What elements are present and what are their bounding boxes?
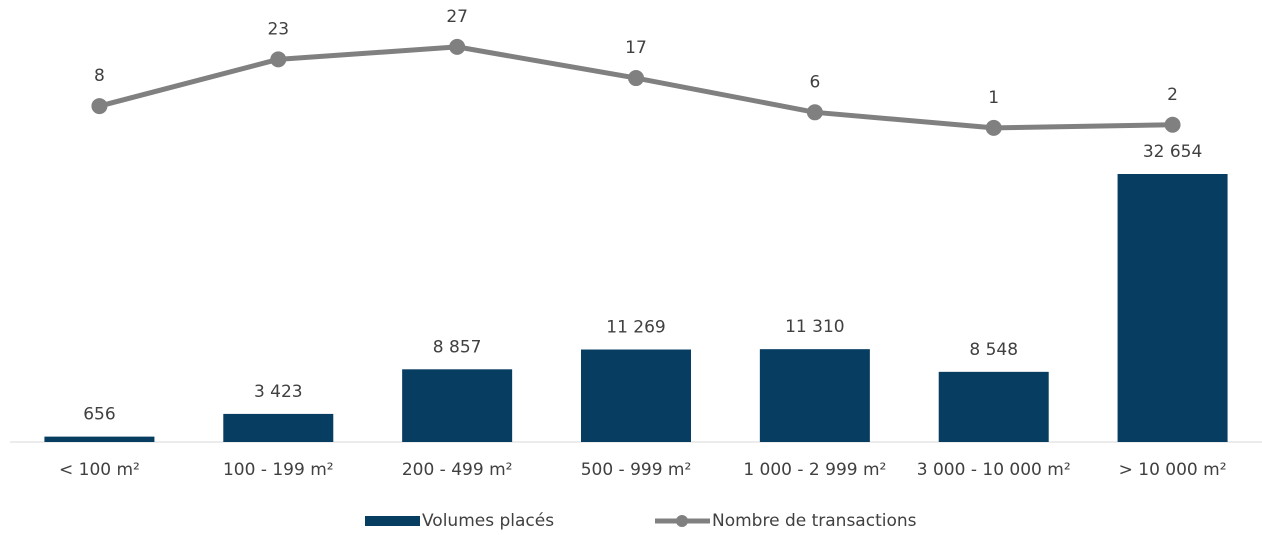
line-point [91, 98, 108, 115]
x-tick-label: 200 - 499 m² [402, 460, 513, 480]
data-label: 17 [625, 38, 647, 58]
data-label: 11 310 [785, 317, 844, 337]
line-point [1164, 116, 1181, 133]
data-label: 2 [1167, 85, 1178, 105]
bar [759, 349, 870, 442]
x-tick-label: 1 000 - 2 999 m² [743, 460, 886, 480]
x-tick-label: 500 - 999 m² [581, 460, 692, 480]
x-tick-label: < 100 m² [59, 460, 140, 480]
data-label: 656 [83, 405, 115, 425]
x-tick-label: 3 000 - 10 000 m² [917, 460, 1071, 480]
bar [938, 371, 1049, 442]
bar [223, 413, 334, 442]
data-label: 8 548 [969, 340, 1018, 360]
line-point [628, 70, 644, 87]
line-point [449, 38, 466, 55]
data-label: 32 654 [1143, 142, 1202, 162]
data-label: 6 [809, 72, 820, 92]
bar [402, 369, 513, 442]
x-tick-label: 100 - 199 m² [223, 460, 334, 480]
x-tick-label: > 10 000 m² [1119, 460, 1227, 480]
legend-swatch [365, 516, 420, 526]
bar [44, 436, 155, 442]
data-label: 8 [94, 66, 105, 86]
line-point [806, 104, 823, 121]
data-label: 27 [446, 7, 468, 27]
legend-swatch [676, 515, 688, 527]
legend-label: Nombre de transactions [712, 511, 917, 531]
data-label: 1 [988, 88, 999, 108]
data-label: 3 423 [254, 382, 303, 402]
line-point [270, 51, 287, 68]
line-point [985, 119, 1002, 136]
data-label: 11 269 [606, 318, 665, 338]
legend-label: Volumes placés [422, 511, 554, 531]
bar [581, 349, 691, 442]
data-label: 23 [267, 19, 289, 39]
bar [1117, 173, 1228, 442]
line [98, 44, 1173, 131]
data-label: 8 857 [433, 337, 482, 357]
